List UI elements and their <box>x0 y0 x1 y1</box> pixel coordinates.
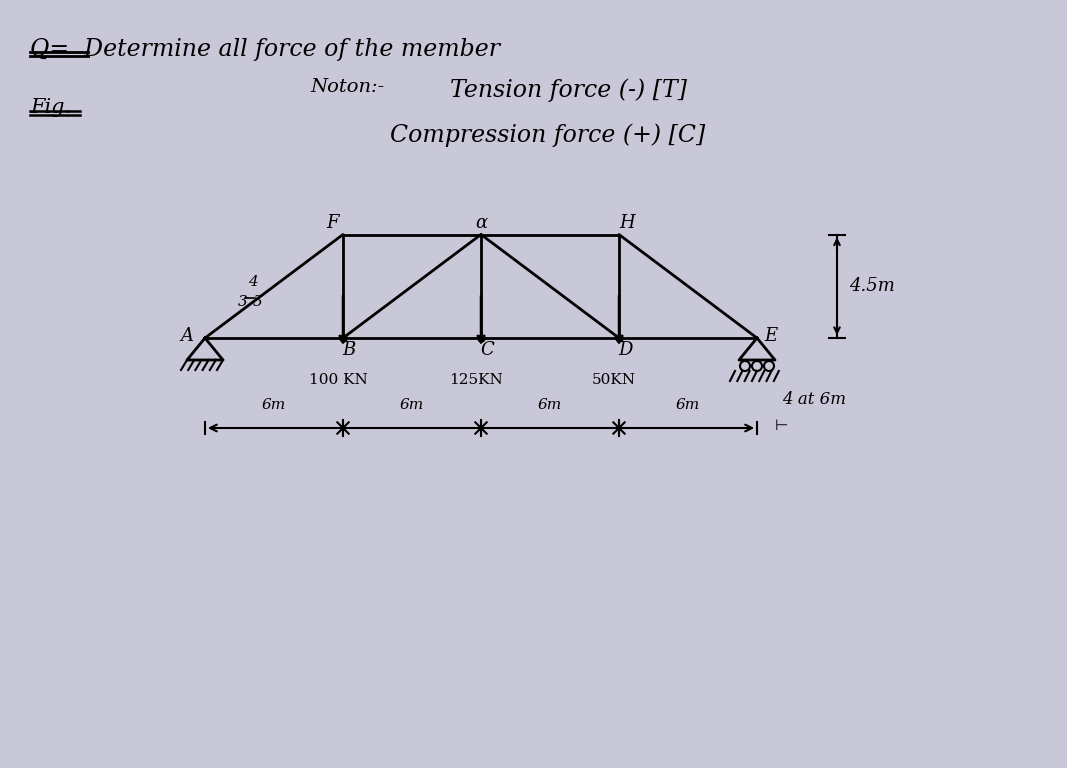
Text: E: E <box>764 327 778 345</box>
Text: A: A <box>180 327 193 345</box>
Text: 4 at 6m: 4 at 6m <box>782 391 846 408</box>
Text: Compression force (+) [C]: Compression force (+) [C] <box>391 123 705 147</box>
Text: 6m: 6m <box>538 398 562 412</box>
Text: α: α <box>475 214 487 231</box>
Text: H: H <box>619 214 635 231</box>
Text: 6m: 6m <box>675 398 700 412</box>
Text: 100 KN: 100 KN <box>308 373 367 387</box>
Text: 4.5m: 4.5m <box>849 277 895 295</box>
Text: 6m: 6m <box>261 398 286 412</box>
Text: 6m: 6m <box>400 398 424 412</box>
Text: B: B <box>343 341 355 359</box>
Text: 3: 3 <box>238 295 248 309</box>
Text: 4: 4 <box>248 275 257 289</box>
Text: F: F <box>327 214 339 231</box>
Text: D: D <box>618 341 632 359</box>
Text: C: C <box>480 341 494 359</box>
Text: Noton:-: Noton:- <box>310 78 384 96</box>
Text: 5: 5 <box>253 295 262 309</box>
Text: 50KN: 50KN <box>592 373 636 387</box>
Text: Q=  Determine all force of the member: Q= Determine all force of the member <box>30 38 500 61</box>
Text: $\vdash$: $\vdash$ <box>773 418 789 432</box>
Text: Fig.: Fig. <box>30 98 71 117</box>
Text: 125KN: 125KN <box>449 373 503 387</box>
Text: Tension force (-) [T]: Tension force (-) [T] <box>450 78 687 101</box>
